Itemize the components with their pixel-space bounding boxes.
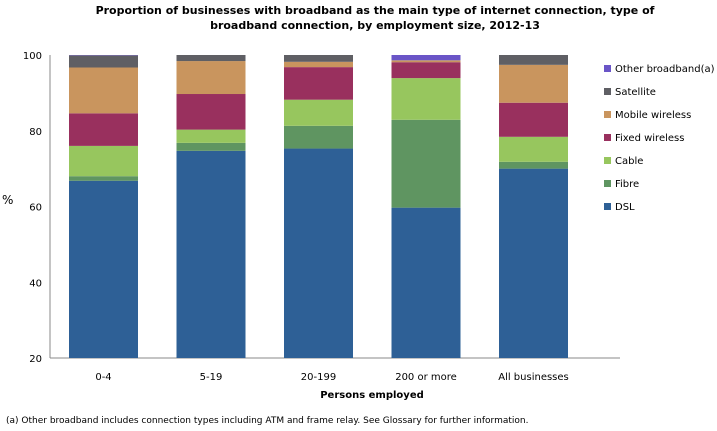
legend-label: Satellite bbox=[615, 87, 656, 98]
legend-label: Other broadband(a) bbox=[615, 64, 715, 75]
legend-label: Fibre bbox=[615, 179, 639, 190]
legend-label: Fixed wireless bbox=[615, 133, 684, 144]
bar-segment-fixed-wireless bbox=[69, 113, 138, 146]
bar-segment-fixed-wireless bbox=[499, 102, 568, 137]
bar-segment-satellite bbox=[499, 55, 568, 65]
bar-segment-cable bbox=[69, 145, 138, 177]
bar-segment-fibre bbox=[284, 125, 353, 149]
legend-swatch bbox=[604, 180, 611, 187]
bar-segment-fixed-wireless bbox=[176, 94, 246, 130]
y-tick-label: 100 bbox=[23, 51, 42, 62]
legend-swatch bbox=[604, 65, 611, 72]
bar-segment-other-broadband-a- bbox=[391, 55, 461, 61]
legend-label: DSL bbox=[615, 202, 635, 213]
bar-segment-fibre bbox=[69, 176, 138, 181]
y-tick-label: 80 bbox=[29, 127, 42, 138]
bar-segment-dsl bbox=[176, 150, 246, 358]
x-tick-label: 20-199 bbox=[301, 372, 336, 383]
y-axis-label: % bbox=[2, 193, 14, 207]
bar-segment-cable bbox=[499, 136, 568, 162]
bar-segment-fibre bbox=[499, 161, 568, 169]
y-tick-label: 20 bbox=[29, 354, 42, 365]
bar-segment-satellite bbox=[69, 55, 138, 68]
bar-segment-mobile-wireless bbox=[176, 61, 246, 95]
x-tick-label: 200 or more bbox=[395, 372, 457, 383]
bar-segment-cable bbox=[284, 99, 353, 126]
legend-swatch bbox=[604, 134, 611, 141]
y-tick-label: 60 bbox=[29, 203, 42, 214]
bar-segment-mobile-wireless bbox=[69, 67, 138, 114]
bar-segment-fibre bbox=[391, 119, 461, 208]
bar-segment-mobile-wireless bbox=[391, 60, 461, 63]
bar-segment-dsl bbox=[284, 148, 353, 358]
bar-segment-satellite bbox=[176, 55, 246, 62]
legend-swatch bbox=[604, 88, 611, 95]
bar-segment-mobile-wireless bbox=[499, 64, 568, 103]
x-axis-label: Persons employed bbox=[320, 390, 424, 401]
bar-segment-dsl bbox=[499, 168, 568, 358]
bar-segment-fixed-wireless bbox=[391, 62, 461, 79]
legend-swatch bbox=[604, 111, 611, 118]
y-tick-label: 40 bbox=[29, 278, 42, 289]
bar-segment-cable bbox=[176, 129, 246, 143]
legend-swatch bbox=[604, 157, 611, 164]
x-tick-label: 0-4 bbox=[95, 372, 111, 383]
bar-segment-fibre bbox=[176, 142, 246, 151]
bar-segment-dsl bbox=[69, 180, 138, 358]
bar-segment-dsl bbox=[391, 207, 461, 358]
legend-label: Cable bbox=[615, 156, 643, 167]
bar-segment-fixed-wireless bbox=[284, 67, 353, 100]
legend-label: Mobile wireless bbox=[615, 110, 691, 121]
footnote: (a) Other broadband includes connection … bbox=[6, 416, 529, 426]
legend-swatch bbox=[604, 203, 611, 210]
bar-segment-cable bbox=[391, 78, 461, 120]
chart-title: Proportion of businesses with broadband … bbox=[95, 4, 655, 32]
x-tick-label: 5-19 bbox=[200, 372, 223, 383]
bar-segment-satellite bbox=[284, 55, 353, 62]
bar-segment-mobile-wireless bbox=[284, 61, 353, 68]
x-tick-label: All businesses bbox=[498, 372, 569, 383]
